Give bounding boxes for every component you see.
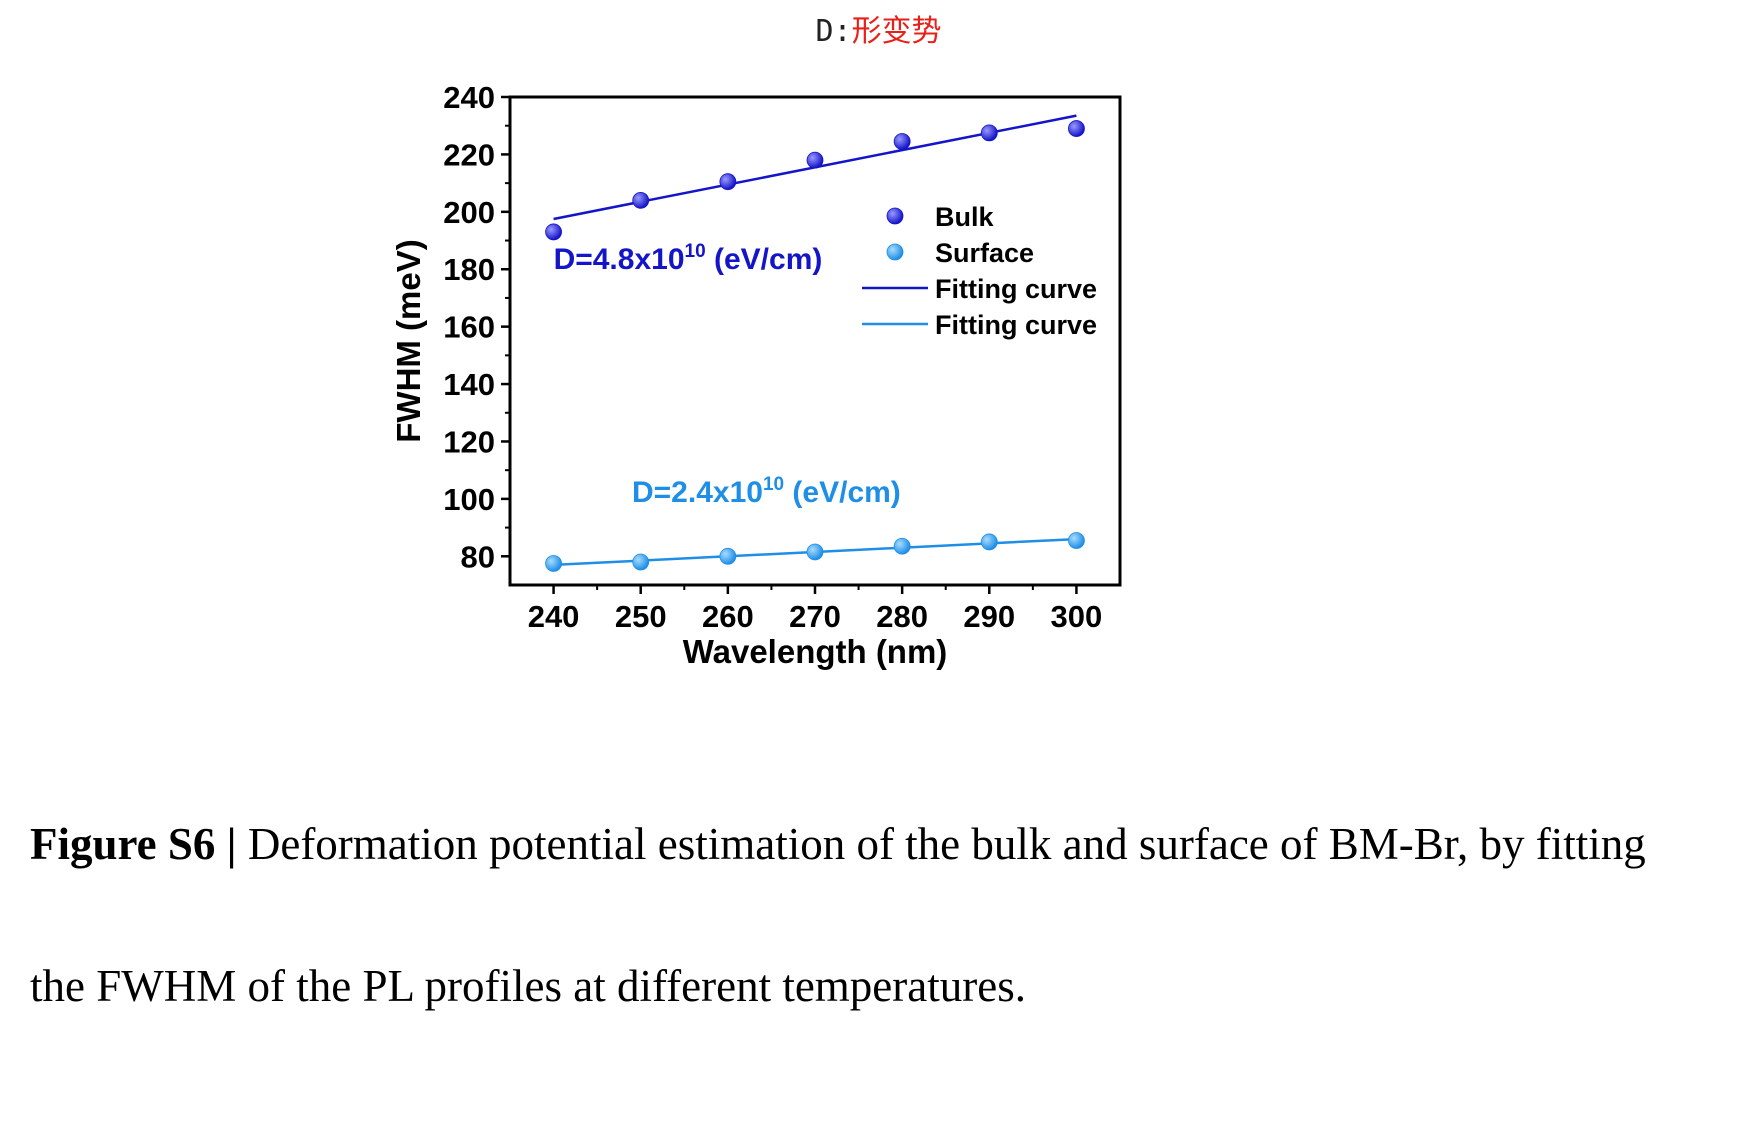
data-point-bulk	[719, 173, 737, 191]
data-point-surface	[806, 543, 824, 561]
data-point-surface	[893, 537, 911, 555]
legend-label-2: Fitting curve	[935, 274, 1097, 304]
caption-text-2: the FWHM of the PL profiles at different…	[30, 961, 1026, 1011]
x-tick-label: 290	[963, 599, 1015, 634]
x-axis-label: Wavelength (nm)	[683, 633, 948, 670]
y-tick-label: 240	[443, 80, 495, 115]
legend-marker-bulk	[886, 207, 904, 225]
x-tick-label: 300	[1051, 599, 1103, 634]
y-tick-label: 180	[443, 252, 495, 287]
annotation-exponent: 10	[763, 474, 784, 495]
caption-text-1: Deformation potential estimation of the …	[247, 819, 1646, 869]
plot-frame	[508, 95, 1122, 587]
annotation-main: D=2.4x10	[632, 476, 763, 509]
data-point-surface	[632, 553, 650, 571]
slope-annotation-1: D=4.8x1010 (eV/cm)	[554, 241, 823, 276]
data-point-bulk	[545, 223, 562, 241]
y-tick-label: 220	[443, 137, 495, 172]
data-point-bulk	[893, 133, 911, 150]
y-tick-label: 160	[443, 310, 495, 345]
data-point-bulk	[806, 151, 824, 169]
header-note-text: 形变势	[851, 14, 942, 49]
y-tick-label: 120	[443, 424, 495, 459]
data-point-surface	[545, 555, 562, 572]
legend-label-3: Fitting curve	[935, 310, 1097, 340]
header-prefix: D:	[815, 14, 852, 49]
slope-annotation-2: D=2.4x1010 (eV/cm)	[632, 474, 901, 509]
data-point-bulk	[632, 191, 650, 209]
annotation-exponent: 10	[685, 241, 706, 262]
x-tick-label: 250	[615, 599, 667, 634]
data-point-bulk	[980, 124, 998, 142]
data-point-surface	[1068, 532, 1085, 549]
legend-label-0: Bulk	[935, 202, 994, 232]
y-tick-label: 200	[443, 195, 495, 230]
y-tick-label: 80	[461, 539, 495, 574]
fwhm-chart: 80 100 120 140 160 180 200 220 240 240 250 260 270 28…	[390, 80, 1122, 670]
legend-label-1: Surface	[935, 238, 1034, 268]
y-axis-label: FWHM (meV)	[390, 239, 427, 442]
x-tick-label: 240	[528, 599, 580, 634]
data-point-bulk	[1068, 120, 1085, 137]
data-point-surface	[980, 533, 998, 551]
y-tick-label: 100	[443, 482, 495, 517]
figure-label: Figure S6 |	[30, 819, 237, 869]
y-tick-label: 140	[443, 367, 495, 402]
x-tick-label: 270	[789, 599, 841, 634]
header-note: D:形变势	[0, 6, 1757, 50]
figure-caption-line-1: Figure S6 | Deformation potential estima…	[30, 818, 1750, 870]
figure-caption-line-2: the FWHM of the PL profiles at different…	[30, 960, 1750, 1012]
x-tick-label: 260	[702, 599, 754, 634]
x-tick-label: 280	[876, 599, 928, 634]
annotation-main: D=4.8x10	[554, 243, 685, 276]
annotation-unit: (eV/cm)	[784, 476, 901, 509]
annotation-unit: (eV/cm)	[706, 243, 823, 276]
legend-marker-surface	[886, 243, 904, 261]
data-point-surface	[719, 547, 737, 565]
